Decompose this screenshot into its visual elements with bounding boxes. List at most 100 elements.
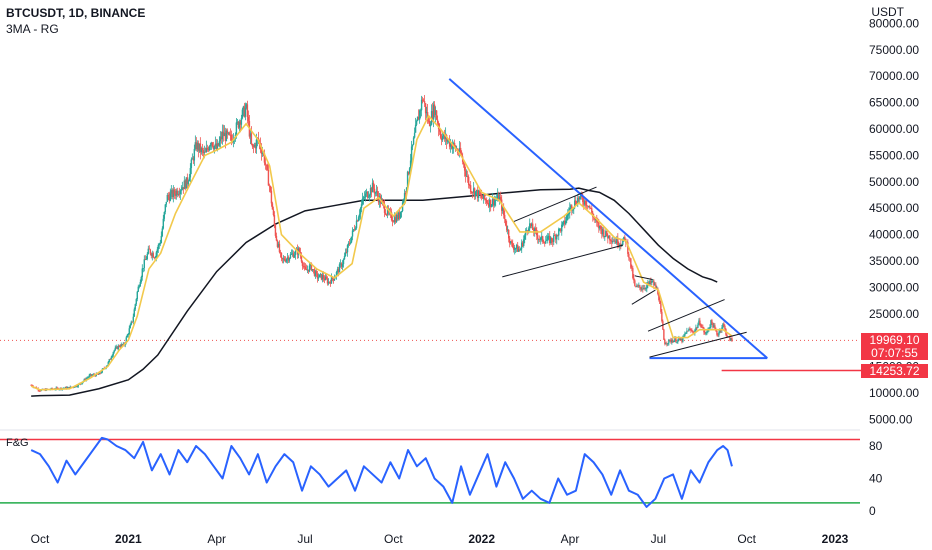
candle-body <box>253 144 256 147</box>
candle-body <box>726 334 728 337</box>
candle-body <box>328 281 331 283</box>
candle-body <box>498 197 501 202</box>
candle-body <box>341 264 344 267</box>
candle-body <box>137 286 139 292</box>
candle-body <box>524 235 526 240</box>
candle-body <box>210 142 213 145</box>
candle-body <box>230 134 233 140</box>
candle-body <box>147 248 149 254</box>
candle-body <box>645 288 647 290</box>
candle-body <box>496 194 499 200</box>
candle-body <box>462 161 465 165</box>
candle-body <box>574 200 576 208</box>
candle-body <box>114 347 116 351</box>
candle-body <box>678 338 680 340</box>
candle-body <box>466 176 469 177</box>
candle-body <box>421 99 424 101</box>
candle-body <box>623 236 625 241</box>
candle-body <box>184 180 187 189</box>
candle-body <box>637 285 639 287</box>
candle-body <box>713 325 715 328</box>
candle-body <box>194 142 197 149</box>
candle-body <box>649 280 651 285</box>
candle-body <box>687 330 689 332</box>
candle-body <box>374 192 377 194</box>
candle-body <box>292 253 295 258</box>
candle-body <box>205 148 208 152</box>
candle-body <box>467 176 470 186</box>
candle-body <box>100 372 102 374</box>
candle-body <box>648 282 650 285</box>
candle-body <box>65 387 67 389</box>
candle-body <box>249 133 252 137</box>
candle-body <box>182 187 185 190</box>
candle-body <box>686 330 688 333</box>
candle-body <box>254 144 257 149</box>
candle-body <box>692 331 694 333</box>
candle-body <box>142 268 144 269</box>
candle-body <box>677 339 679 342</box>
candle-body <box>302 266 305 267</box>
channel-lower-line <box>502 244 624 278</box>
candle-body <box>660 303 662 312</box>
candle-body <box>494 199 497 201</box>
candle-body <box>190 159 193 169</box>
candle-body <box>722 323 724 328</box>
candle-body <box>402 201 405 203</box>
candle-body <box>442 133 445 137</box>
candle-body <box>506 229 509 231</box>
candle-body <box>636 285 638 287</box>
candle-body <box>165 201 168 205</box>
candle-body <box>596 219 598 223</box>
candle-body <box>688 328 690 332</box>
candle-body <box>159 242 162 244</box>
candle-body <box>274 225 277 236</box>
candle-body <box>305 268 308 271</box>
candle-body <box>631 267 633 269</box>
candle-body <box>56 387 58 389</box>
price-tick-label: 75000.00 <box>869 43 919 57</box>
candle-body <box>246 104 249 118</box>
candle-body <box>179 190 182 194</box>
candle-body <box>407 171 410 175</box>
candle-body <box>315 271 318 274</box>
candle-body <box>352 229 355 231</box>
candle-body <box>547 236 549 240</box>
candle-body <box>419 110 422 112</box>
candle-body <box>489 199 492 208</box>
candle-body <box>321 275 324 280</box>
candle-body <box>675 338 677 343</box>
candle-body <box>68 387 70 389</box>
candle-body <box>711 320 713 323</box>
candle-body <box>521 242 523 249</box>
candle-body <box>211 142 214 147</box>
candle-body <box>640 287 642 290</box>
candle-body <box>540 237 542 240</box>
price-tick-label: 50000.00 <box>869 175 919 189</box>
candle-body <box>87 377 89 379</box>
candle-body <box>565 220 567 225</box>
candle-body <box>526 230 528 232</box>
candle-body <box>491 198 494 205</box>
candle-body <box>416 116 419 122</box>
candle-body <box>689 328 691 330</box>
candle-body <box>149 249 151 254</box>
price-tick-label: 65000.00 <box>869 96 919 110</box>
candle-body <box>196 142 199 150</box>
candle-body <box>199 143 202 153</box>
candle-body <box>615 240 617 244</box>
candle-body <box>602 229 604 235</box>
time-tick-label: Apr <box>561 532 580 546</box>
candle-body <box>320 273 323 280</box>
candle-body <box>723 323 725 326</box>
candle-body <box>140 277 142 283</box>
candle-body <box>282 258 285 260</box>
candle-body <box>588 206 590 207</box>
candle-body <box>425 112 428 114</box>
candle-body <box>141 268 143 278</box>
candle-body <box>690 329 692 331</box>
candle-body <box>228 132 231 135</box>
candle-body <box>91 375 93 376</box>
candle-body <box>571 205 573 211</box>
candle-body <box>229 134 232 136</box>
